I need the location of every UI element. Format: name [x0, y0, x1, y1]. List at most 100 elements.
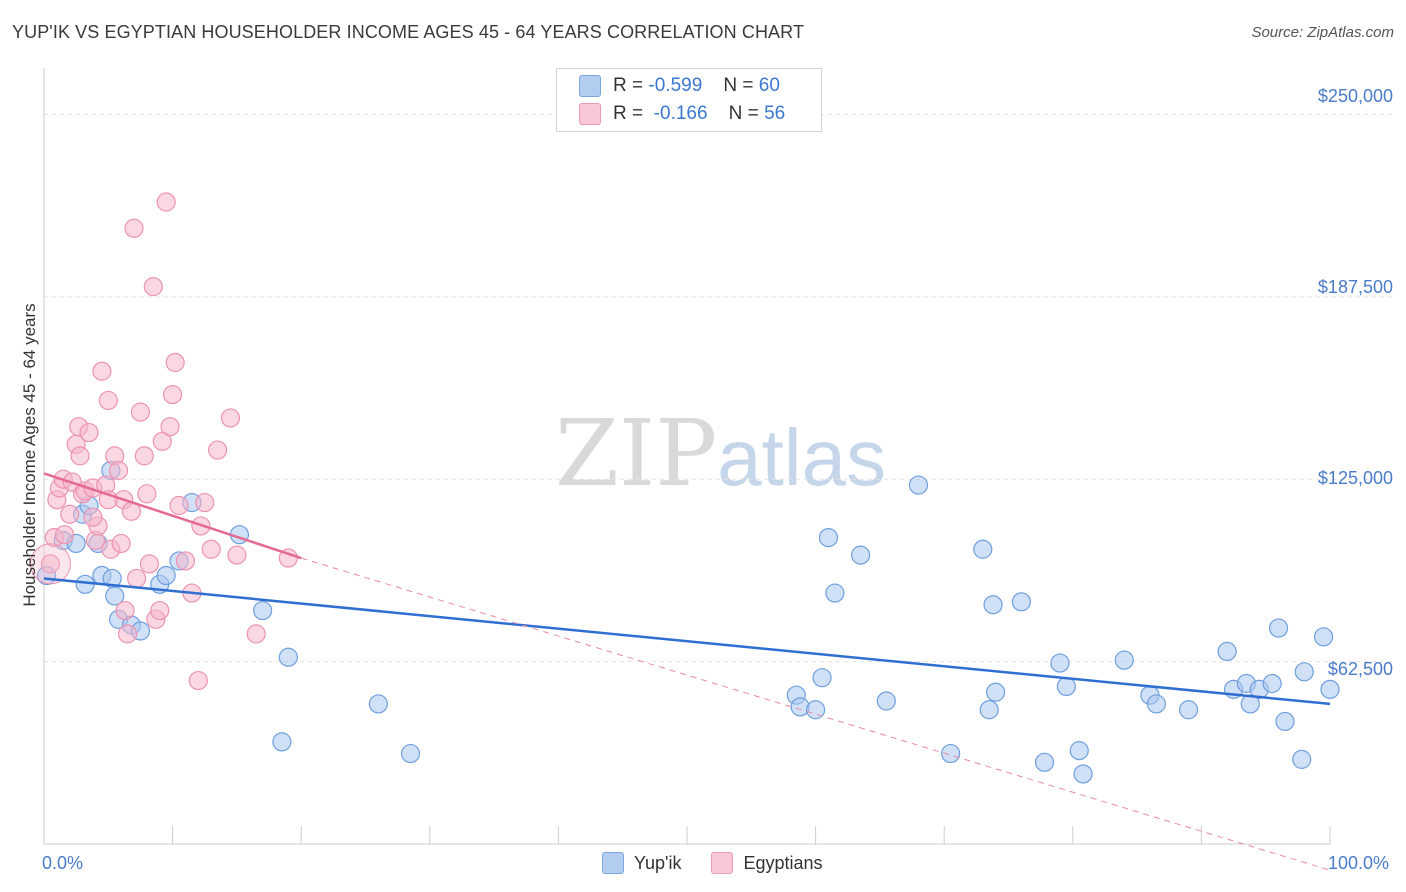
- data-point-egyptians: [54, 525, 75, 545]
- trendline-egyptians-extension: [301, 557, 1331, 871]
- y-tick-label-187500: $187,500: [1317, 277, 1393, 297]
- data-point-yupik: [973, 539, 993, 559]
- data-point-egyptians: [195, 492, 215, 513]
- x-tick-label-min: 0.0%: [42, 853, 84, 873]
- series-legend: Yup'ik Egyptians: [602, 852, 853, 874]
- data-point-yupik: [156, 565, 176, 586]
- data-point-yupik: [983, 595, 1003, 615]
- data-point-yupik: [1034, 752, 1055, 772]
- data-point-egyptians: [83, 507, 103, 527]
- data-point-egyptians: [160, 417, 180, 437]
- legend-swatch-egyptians: [579, 103, 601, 125]
- data-point-egyptians: [246, 624, 266, 644]
- legend-row-yupik: R = -0.599 N = 60: [579, 73, 780, 99]
- data-point-yupik: [1292, 749, 1312, 769]
- data-point-yupik: [1073, 764, 1093, 784]
- watermark: ZIPatlas: [555, 400, 886, 507]
- data-point-egyptians: [126, 568, 147, 589]
- data-point-egyptians: [60, 504, 80, 524]
- chart-title: YUP'IK VS EGYPTIAN HOUSEHOLDER INCOME AG…: [12, 22, 805, 42]
- data-point-egyptians: [139, 554, 160, 574]
- data-point-yupik: [368, 694, 388, 714]
- data-point-egyptians: [70, 446, 90, 466]
- data-point-yupik: [102, 568, 122, 589]
- series-legend-label-yupik: Yup'ik: [634, 852, 682, 873]
- data-point-yupik: [1313, 627, 1334, 647]
- data-point-yupik: [1262, 673, 1282, 694]
- data-point-yupik: [253, 600, 273, 621]
- data-point-yupik: [941, 743, 961, 764]
- data-point-egyptians: [115, 600, 135, 621]
- data-point-egyptians: [98, 390, 118, 411]
- data-point-egyptians: [117, 624, 138, 644]
- data-point-yupik: [908, 475, 929, 495]
- data-point-yupik: [986, 682, 1006, 702]
- data-point-yupik: [1114, 650, 1134, 670]
- data-point-yupik: [851, 545, 871, 565]
- data-point-egyptians: [165, 352, 185, 373]
- data-point-egyptians: [150, 600, 170, 621]
- data-point-yupik: [278, 647, 298, 667]
- data-point-yupik: [1050, 653, 1070, 673]
- data-point-yupik: [818, 527, 839, 548]
- data-point-yupik: [400, 743, 421, 764]
- data-point-yupik: [1069, 741, 1089, 761]
- source-credit: Source: ZipAtlas.com: [1251, 24, 1394, 41]
- legend-n-label: N =: [723, 75, 754, 96]
- series-legend-swatch-yupik: [602, 852, 624, 874]
- data-point-egyptians: [108, 460, 129, 481]
- watermark-atlas: atlas: [717, 413, 887, 502]
- y-tick-label-62500: $62,500: [1327, 659, 1393, 679]
- data-point-egyptians: [124, 218, 144, 238]
- data-point-yupik: [825, 583, 845, 603]
- legend-n-label: N =: [728, 103, 759, 124]
- data-point-yupik: [805, 700, 826, 720]
- series-legend-item-egyptians[interactable]: Egyptians: [711, 852, 823, 874]
- data-point-egyptians: [220, 408, 241, 428]
- data-point-egyptians: [79, 422, 99, 443]
- data-point-yupik: [979, 700, 999, 720]
- data-point-egyptians: [92, 361, 112, 381]
- data-point-yupik: [876, 691, 896, 711]
- data-point-egyptians: [201, 539, 221, 559]
- data-point-egyptians: [40, 554, 61, 574]
- data-point-yupik: [1146, 694, 1166, 714]
- data-point-egyptians: [163, 385, 183, 405]
- legend-r-value-yupik: -0.599: [648, 75, 703, 96]
- data-point-yupik: [1011, 592, 1031, 612]
- legend-r-label: R =: [613, 75, 644, 96]
- data-point-egyptians: [175, 551, 196, 571]
- legend-row-egyptians: R = -0.166 N = 56: [579, 101, 785, 127]
- data-point-yupik: [812, 668, 832, 688]
- correlation-legend: R = -0.599 N = 60 R = -0.166 N = 56: [556, 68, 822, 132]
- series-legend-swatch-egyptians: [711, 852, 734, 874]
- legend-n-value-yupik: 60: [758, 75, 780, 96]
- data-point-yupik: [1178, 700, 1199, 720]
- data-point-yupik: [1217, 641, 1237, 662]
- series-legend-label-egyptians: Egyptians: [743, 852, 823, 873]
- legend-r-value-egyptians: -0.166: [653, 103, 708, 124]
- data-point-yupik: [1320, 679, 1340, 699]
- data-point-yupik: [1294, 662, 1314, 682]
- data-point-yupik: [1275, 711, 1295, 732]
- data-point-egyptians: [188, 670, 208, 691]
- trendline-egyptians: [43, 472, 302, 560]
- legend-r-label: R =: [613, 103, 644, 124]
- legend-swatch-yupik: [579, 75, 601, 97]
- data-point-egyptians: [227, 545, 247, 565]
- series-legend-item-yupik[interactable]: Yup'ik: [602, 852, 681, 874]
- data-point-egyptians-cluster: [29, 543, 71, 585]
- watermark-zip: ZIP: [555, 400, 718, 507]
- legend-n-value-egyptians: 56: [764, 103, 786, 124]
- data-point-egyptians: [143, 277, 163, 297]
- data-point-yupik: [1268, 618, 1289, 638]
- y-tick-label-125000: $125,000: [1317, 468, 1393, 488]
- data-point-egyptians: [134, 446, 154, 466]
- data-point-egyptians: [111, 533, 131, 554]
- y-axis-label: Householder Income Ages 45 - 64 years: [20, 303, 39, 607]
- data-point-egyptians: [137, 484, 157, 504]
- data-point-yupik: [272, 732, 292, 752]
- trendline-yupik: [43, 577, 1331, 706]
- y-tick-label-250000: $250,000: [1317, 86, 1393, 106]
